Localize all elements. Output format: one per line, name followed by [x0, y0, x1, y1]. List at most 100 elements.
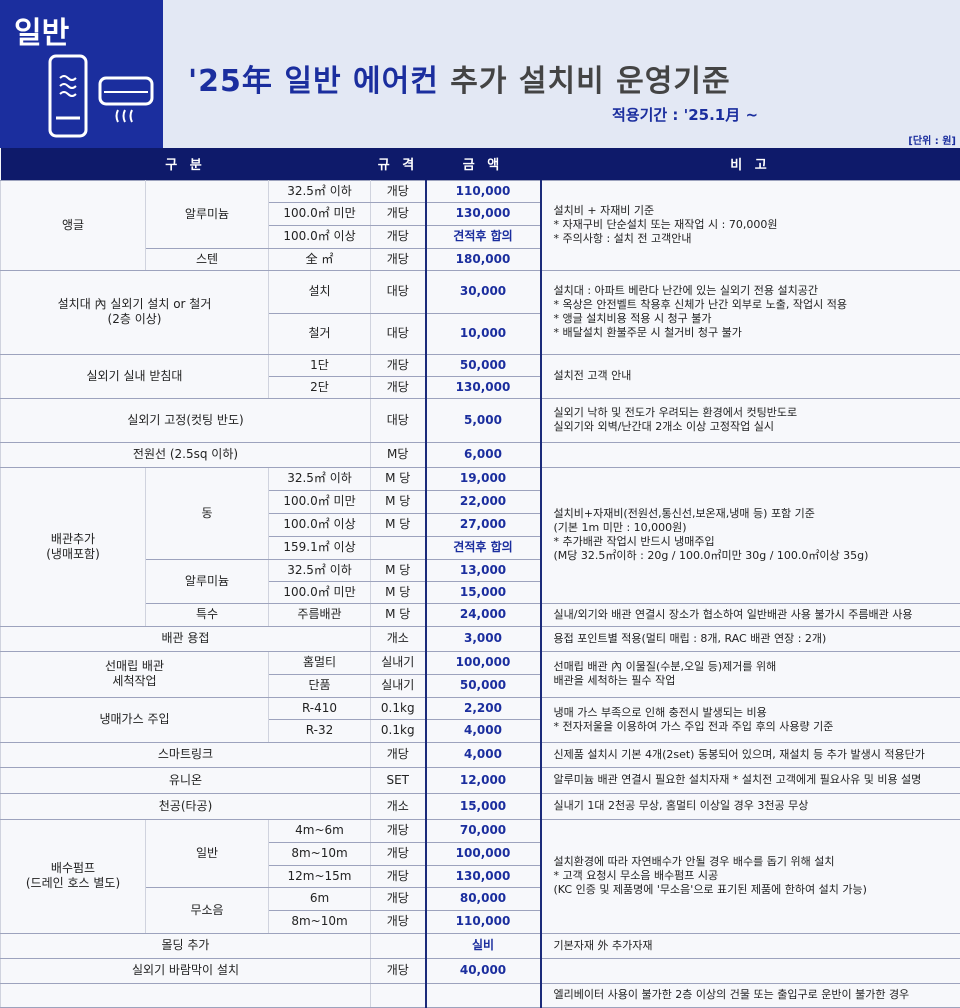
table-cell: 설치	[269, 270, 371, 313]
table-cell: 개당	[371, 225, 426, 248]
table-cell: 12m~15m	[269, 865, 371, 887]
table-cell: 159.1㎡ 이상	[269, 536, 371, 559]
table-cell: 100.0㎡ 미만	[269, 490, 371, 513]
amount-cell: 100,000	[426, 651, 541, 674]
amount-cell: 견적후 합의	[426, 225, 541, 248]
table-cell: R-410	[269, 697, 371, 719]
note-cell: 실내/외기와 배관 연결시 장소가 협소하여 일반배관 사용 불가시 주름배관 …	[541, 603, 960, 626]
header-area: 일반 '25年 일반 에어컨 추가 설치비 운영기준 적용기간 : '25.1月…	[0, 0, 960, 148]
table-cell: 개당	[371, 842, 426, 865]
amount-cell: 3,000	[426, 626, 541, 651]
table-cell: 스텐	[146, 248, 269, 270]
amount-cell: 27,000	[426, 513, 541, 536]
table-cell: 대당	[371, 398, 426, 442]
table-cell: M 당	[371, 603, 426, 626]
note-cell: 설치전 고객 안내	[541, 354, 960, 398]
note-cell: 실외기 낙하 및 전도가 우려되는 환경에서 컷팅반도로 실외기와 외벽/난간대…	[541, 398, 960, 442]
table-cell: 全 ㎡	[269, 248, 371, 270]
table-cell: 개당	[371, 742, 426, 767]
amount-cell: 130,000	[426, 376, 541, 398]
table-cell: 100.0㎡ 미만	[269, 581, 371, 603]
amount-cell: 50,000	[426, 354, 541, 376]
amount-cell: 30,000	[426, 270, 541, 313]
table-cell: 4m~6m	[269, 819, 371, 842]
amount-cell: 6,000	[426, 442, 541, 467]
amount-cell: 실비	[426, 933, 541, 958]
amount-cell: 견적후 합의	[426, 536, 541, 559]
note-cell: 용접 포인트별 적용(멀티 매립 : 8개, RAC 배관 연장 : 2개)	[541, 626, 960, 651]
table-cell: 개당	[371, 865, 426, 887]
amount-cell: 12,000	[426, 767, 541, 793]
table-cell: 실내기	[371, 674, 426, 697]
table-cell: 0.1kg	[371, 697, 426, 719]
title-blue: '25年 일반 에어컨	[188, 64, 439, 99]
amount-cell: 130,000	[426, 202, 541, 225]
table-cell: 홈멀티	[269, 651, 371, 674]
amount-cell: 15,000	[426, 793, 541, 819]
table-cell: 실외기 고정(컷팅 반도)	[1, 398, 371, 442]
table-cell: 특수	[146, 603, 269, 626]
table-cell: 32.5㎡ 이하	[269, 467, 371, 490]
table-cell: SET	[371, 767, 426, 793]
table-cell: 개당	[371, 958, 426, 983]
table-cell: 알루미늄	[146, 180, 269, 248]
table-cell: 100.0㎡ 이상	[269, 225, 371, 248]
table-cell: 8m~10m	[269, 910, 371, 933]
table-cell: 앵글	[1, 180, 146, 270]
table-cell: 대당	[371, 270, 426, 313]
table-cell: 설치대 內 실외기 설치 or 철거 (2층 이상)	[1, 270, 269, 354]
note-cell: 기본자재 外 추가자재	[541, 933, 960, 958]
table-cell: 개소	[371, 626, 426, 651]
table-cell: 스마트링크	[1, 742, 371, 767]
table-cell: M 당	[371, 581, 426, 603]
table-cell: M당	[371, 442, 426, 467]
table-cell: 알루미늄	[146, 559, 269, 603]
amount-cell: 110,000	[426, 180, 541, 202]
table-cell: 철거	[269, 313, 371, 354]
note-cell: 알루미늄 배관 연결시 필요한 설치자재 * 설치전 고객에게 필요사유 및 비…	[541, 767, 960, 793]
table-cell	[1, 983, 371, 1007]
amount-cell: 22,000	[426, 490, 541, 513]
table-cell: 실외기 실내 받침대	[1, 354, 269, 398]
amount-cell: 24,000	[426, 603, 541, 626]
table-cell: 개당	[371, 354, 426, 376]
table-cell: 주름배관	[269, 603, 371, 626]
table-cell: 개당	[371, 248, 426, 270]
table-cell: 일반	[146, 819, 269, 887]
title-rest: 추가 설치비 운영기준	[450, 64, 730, 99]
table-cell: 1단	[269, 354, 371, 376]
table-cell: 개당	[371, 180, 426, 202]
table-cell: M 당	[371, 513, 426, 536]
table-cell: 8m~10m	[269, 842, 371, 865]
table-cell: 배수펌프 (드레인 호스 별도)	[1, 819, 146, 933]
note-cell: 설치비+자재비(전원선,통신선,보온재,냉매 등) 포함 기준 (기본 1m 미…	[541, 467, 960, 603]
table-cell: 전원선 (2.5sq 이하)	[1, 442, 371, 467]
amount-cell: 19,000	[426, 467, 541, 490]
header-spec: 규 격	[371, 148, 426, 180]
header-amount: 금 액	[426, 148, 541, 180]
note-cell: 설치비 + 자재비 기준 * 자재구비 단순설치 또는 재작업 시 : 70,0…	[541, 180, 960, 270]
table-cell: 실외기 바람막이 설치	[1, 958, 371, 983]
amount-cell: 70,000	[426, 819, 541, 842]
amount-cell: 180,000	[426, 248, 541, 270]
standing-ac-icon	[0, 0, 163, 148]
amount-cell: 110,000	[426, 910, 541, 933]
table-cell: 0.1kg	[371, 719, 426, 742]
table-cell: 무소음	[146, 887, 269, 933]
table-cell: 냉매가스 주입	[1, 697, 269, 742]
amount-cell: 80,000	[426, 887, 541, 910]
header-category: 구 분	[1, 148, 371, 180]
amount-cell: 4,000	[426, 719, 541, 742]
table-cell: 천공(타공)	[1, 793, 371, 819]
